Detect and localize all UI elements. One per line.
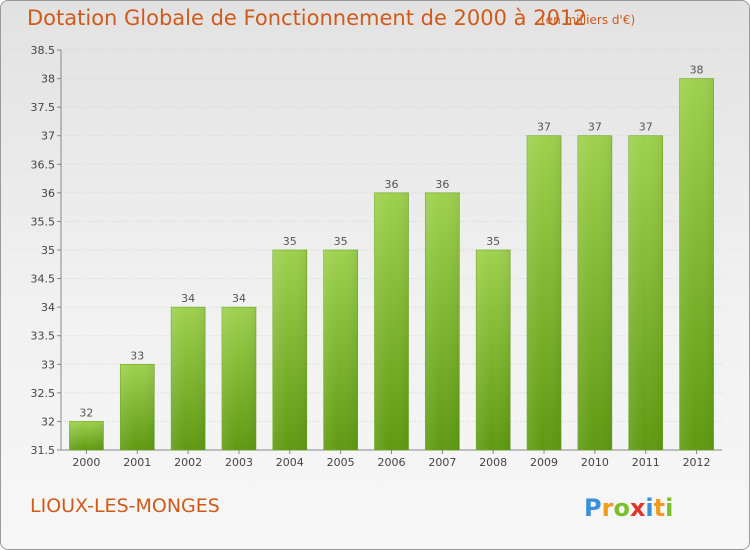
y-tick-label: 32 (41, 415, 55, 428)
data-label: 38 (690, 64, 704, 77)
data-label: 35 (283, 235, 297, 248)
x-tick-label: 2003 (225, 456, 253, 469)
y-tick-label: 35 (41, 244, 55, 257)
bar-sheen (323, 250, 358, 450)
data-label: 35 (334, 235, 348, 248)
data-label: 37 (639, 121, 653, 134)
bars (69, 78, 714, 451)
data-label: 35 (486, 235, 500, 248)
y-tick-label: 33 (41, 358, 55, 371)
x-tick-label: 2007 (428, 456, 456, 469)
bar-sheen (69, 421, 104, 450)
data-labels: 32 33 34 34 35 35 36 36 35 37 37 37 38 (79, 64, 703, 420)
x-tick-label: 2002 (174, 456, 202, 469)
data-label: 37 (537, 121, 551, 134)
y-tick-label: 37 (41, 130, 55, 143)
y-tick-label: 34.5 (31, 273, 56, 286)
y-tick-label: 38 (41, 73, 55, 86)
y-tick-label: 35.5 (31, 215, 56, 228)
svg-text:Proxiti: Proxiti (584, 494, 673, 522)
x-tick-label: 2005 (327, 456, 355, 469)
data-label: 36 (435, 178, 449, 191)
x-tick-label: 2000 (72, 456, 100, 469)
bar-sheen (171, 307, 206, 450)
data-label: 32 (79, 406, 93, 419)
x-tick-label: 2004 (276, 456, 304, 469)
data-label: 37 (588, 121, 602, 134)
y-tick-label: 32.5 (31, 387, 56, 400)
x-tick-label: 2010 (581, 456, 609, 469)
data-label: 36 (385, 178, 399, 191)
bar-sheen (425, 192, 460, 450)
bar-sheen (374, 192, 409, 450)
x-tick-label: 2009 (530, 456, 558, 469)
y-tick-label: 33.5 (31, 330, 56, 343)
commune-name: LIOUX-LES-MONGES (30, 495, 220, 517)
proxiti-logo: Proxiti (584, 494, 673, 522)
x-tick-label: 2006 (378, 456, 406, 469)
data-label: 34 (181, 292, 195, 305)
y-tick-label: 36.5 (31, 158, 56, 171)
y-tick-label: 36 (41, 187, 55, 200)
bar-sheen (221, 307, 256, 450)
x-tick-label: 2012 (683, 456, 711, 469)
data-label: 33 (130, 349, 144, 362)
y-tick-label: 34 (41, 301, 55, 314)
data-label: 34 (232, 292, 246, 305)
y-tick-label: 37.5 (31, 101, 56, 114)
x-tick-label: 2008 (479, 456, 507, 469)
x-tick-label: 2011 (632, 456, 660, 469)
chart-subtitle: (en milliers d'€) (541, 13, 636, 27)
x-tick-label: 2001 (123, 456, 151, 469)
bar-sheen (527, 135, 562, 450)
bar-sheen (120, 364, 155, 450)
bar-sheen (679, 78, 714, 451)
bar-sheen (476, 250, 511, 450)
bar-sheen (272, 250, 307, 450)
y-tick-label: 38.5 (31, 44, 56, 57)
axes: 31.5 32 32.5 33 33.5 34 34.5 35 35.5 36 36.5 37 37.5… (31, 44, 722, 469)
chart-title: Dotation Globale de Fonctionnement de 20… (27, 6, 587, 30)
bar-sheen (628, 135, 663, 450)
y-tick-label: 31.5 (31, 444, 56, 457)
bar-sheen (577, 135, 612, 450)
